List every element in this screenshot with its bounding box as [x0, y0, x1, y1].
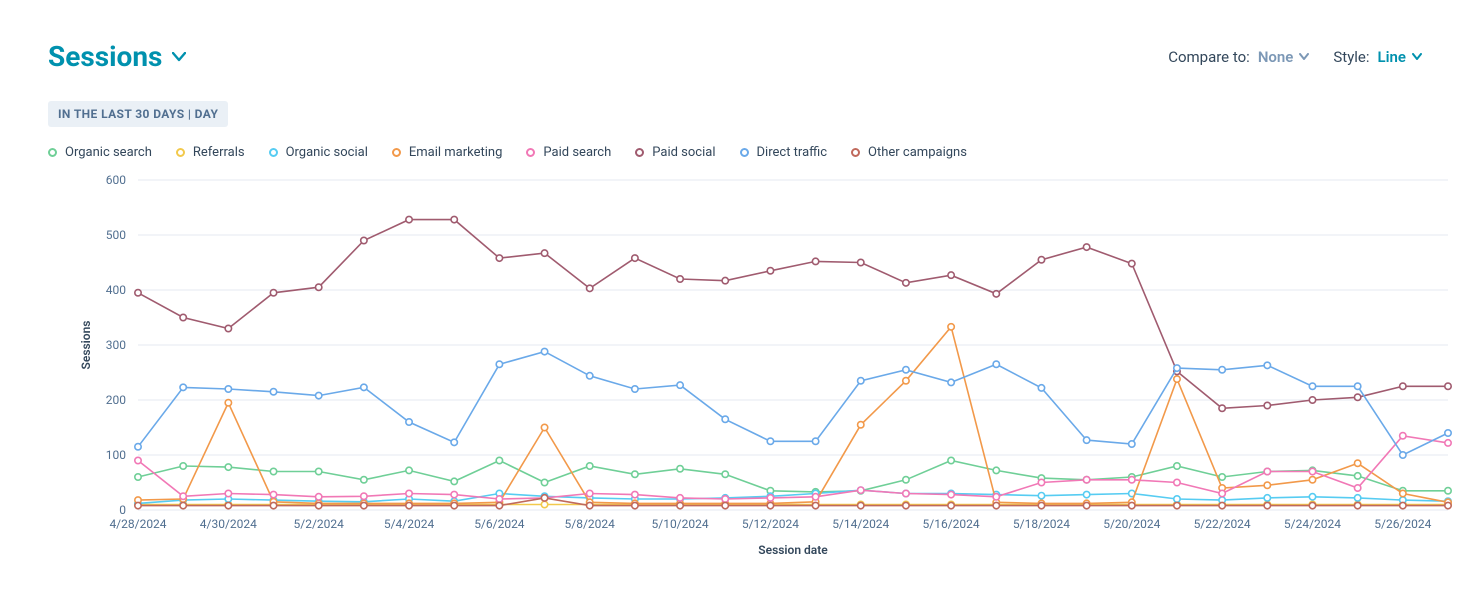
svg-text:400: 400	[106, 283, 126, 297]
legend-marker-icon	[851, 148, 860, 157]
header-row: Sessions Compare to: None Style: Line	[48, 40, 1422, 73]
x-axis: 4/28/2024 4/30/2024 5/2/2024 5/4/2024 5/6/20…	[109, 517, 1431, 531]
svg-text:4/28/2024: 4/28/2024	[109, 517, 166, 531]
legend-marker-icon	[392, 148, 401, 157]
legend-item-email-marketing[interactable]: Email marketing	[392, 145, 503, 160]
report-container: Sessions Compare to: None Style: Line	[0, 0, 1462, 600]
legend-item-other-campaigns[interactable]: Other campaigns	[851, 145, 967, 160]
svg-text:5/4/2024: 5/4/2024	[384, 517, 435, 531]
sessions-line-chart: 0 100 200 300 400 500 600 Sessions 4/28/2024 4/30…	[48, 170, 1462, 570]
legend-label: Paid search	[543, 145, 611, 160]
caret-down-icon	[1412, 53, 1422, 61]
legend-item-organic-social[interactable]: Organic social	[269, 145, 368, 160]
chart-area: 0 100 200 300 400 500 600 Sessions 4/28/2024 4/30…	[48, 170, 1422, 570]
x-axis-title: Session date	[758, 543, 828, 557]
caret-down-icon	[1299, 53, 1309, 61]
compare-control: Compare to: None	[1168, 48, 1309, 66]
svg-text:5/10/2024: 5/10/2024	[652, 517, 709, 531]
svg-text:300: 300	[106, 338, 126, 352]
legend-item-referrals[interactable]: Referrals	[176, 145, 245, 160]
legend-label: Email marketing	[409, 145, 503, 160]
svg-text:5/22/2024: 5/22/2024	[1194, 517, 1251, 531]
style-selector[interactable]: Line	[1378, 48, 1422, 66]
style-control: Style: Line	[1333, 48, 1422, 66]
series-organic-search	[135, 457, 1451, 495]
legend-label: Paid social	[652, 145, 715, 160]
legend-label: Referrals	[193, 145, 245, 160]
svg-text:5/12/2024: 5/12/2024	[742, 517, 799, 531]
compare-value: None	[1258, 48, 1294, 66]
legend-label: Organic social	[286, 145, 368, 160]
legend-marker-icon	[740, 148, 749, 157]
svg-text:5/8/2024: 5/8/2024	[565, 517, 616, 531]
svg-text:5/2/2024: 5/2/2024	[294, 517, 345, 531]
legend-marker-icon	[526, 148, 535, 157]
metric-selector[interactable]: Sessions	[48, 40, 186, 73]
svg-text:5/24/2024: 5/24/2024	[1284, 517, 1341, 531]
gridlines	[138, 180, 1448, 510]
legend-label: Other campaigns	[868, 145, 967, 160]
svg-text:0: 0	[119, 503, 126, 517]
chart-legend: Organic search Referrals Organic social Ema…	[48, 145, 1422, 160]
y-axis: 0 100 200 300 400 500 600	[106, 173, 126, 517]
legend-marker-icon	[269, 148, 278, 157]
svg-text:5/6/2024: 5/6/2024	[474, 517, 525, 531]
svg-text:5/20/2024: 5/20/2024	[1103, 517, 1160, 531]
date-range-badge: IN THE LAST 30 DAYS | DAY	[48, 101, 228, 127]
header-controls: Compare to: None Style: Line	[1168, 48, 1422, 66]
caret-down-icon	[172, 52, 186, 62]
legend-label: Organic search	[65, 145, 152, 160]
svg-text:100: 100	[106, 448, 126, 462]
svg-text:5/26/2024: 5/26/2024	[1374, 517, 1431, 531]
compare-selector[interactable]: None	[1258, 48, 1310, 66]
legend-item-paid-search[interactable]: Paid search	[526, 145, 611, 160]
style-value: Line	[1378, 48, 1406, 66]
y-axis-title: Sessions	[79, 321, 93, 370]
legend-item-paid-social[interactable]: Paid social	[635, 145, 715, 160]
svg-text:5/14/2024: 5/14/2024	[832, 517, 889, 531]
legend-label: Direct traffic	[757, 145, 828, 160]
legend-marker-icon	[176, 148, 185, 157]
series-paid-social	[135, 216, 1451, 411]
svg-text:4/30/2024: 4/30/2024	[200, 517, 257, 531]
svg-text:200: 200	[106, 393, 126, 407]
style-label: Style:	[1333, 48, 1369, 66]
svg-text:5/18/2024: 5/18/2024	[1013, 517, 1070, 531]
series-direct-traffic	[135, 348, 1451, 458]
legend-item-direct-traffic[interactable]: Direct traffic	[740, 145, 828, 160]
legend-marker-icon	[635, 148, 644, 157]
legend-item-organic-search[interactable]: Organic search	[48, 145, 152, 160]
legend-marker-icon	[48, 148, 57, 157]
series-email-marketing	[135, 324, 1451, 507]
svg-text:5/16/2024: 5/16/2024	[923, 517, 980, 531]
svg-text:600: 600	[106, 173, 126, 187]
svg-text:500: 500	[106, 228, 126, 242]
metric-title: Sessions	[48, 40, 162, 73]
compare-label: Compare to:	[1168, 48, 1250, 66]
